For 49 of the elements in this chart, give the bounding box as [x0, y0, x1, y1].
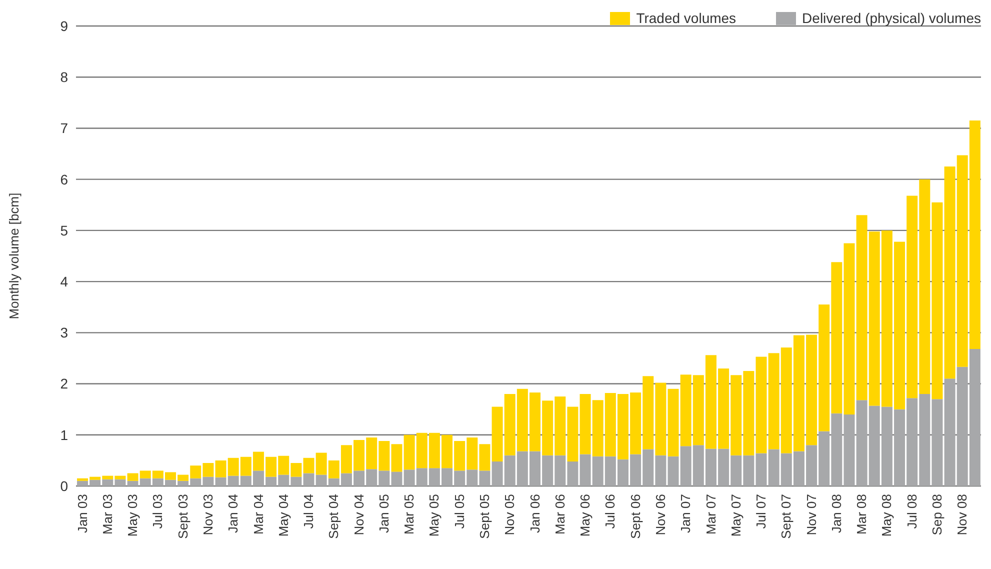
- x-tick-label: Nov 03: [200, 494, 216, 536]
- y-tick-label: 2: [60, 376, 68, 392]
- x-tick-label: Jul 03: [150, 494, 166, 529]
- x-tick-label: May 07: [728, 494, 744, 537]
- y-tick-label: 5: [60, 222, 68, 238]
- y-tick-label: 4: [60, 274, 68, 290]
- x-tick-label: Jan 07: [678, 494, 694, 534]
- x-tick-label: Nov 07: [804, 494, 819, 536]
- x-tick-label: Jan 06: [527, 494, 542, 534]
- x-tick-label: Sept 03: [175, 494, 190, 539]
- x-tick-label: Jan 08: [828, 494, 844, 534]
- x-tick-label: Sept 07: [778, 494, 794, 539]
- y-tick-label: 6: [60, 171, 68, 188]
- y-tick-label: 0: [60, 478, 68, 494]
- x-tick-label: Jul 04: [301, 494, 316, 529]
- y-axis-title: Monthly volume [bcm]: [6, 192, 22, 320]
- x-tick-label: May 06: [578, 494, 593, 537]
- x-tick-label: Nov 05: [502, 494, 518, 536]
- y-tick-label: 3: [60, 324, 68, 341]
- x-tick-label: Jan 03: [74, 494, 90, 534]
- x-tick-label: Jan 05: [376, 494, 392, 534]
- x-tick-label: Mar 05: [402, 494, 417, 534]
- x-tick-label: Jul 05: [452, 494, 467, 529]
- legend-label: Traded volumes: [635, 10, 736, 26]
- x-tick-label: May 05: [426, 494, 442, 537]
- x-tick-label: Jul 08: [904, 494, 920, 529]
- x-tick-label: Nov 04: [351, 494, 366, 536]
- y-tick-label: 1: [60, 426, 68, 443]
- x-tick-label: Jul 07: [754, 494, 769, 529]
- x-tick-label: Jul 06: [602, 494, 618, 529]
- y-tick-label: 7: [60, 120, 68, 136]
- legend-label: Delivered (physical) volumes: [801, 10, 981, 26]
- x-tick-label: Sept 06: [628, 494, 643, 539]
- x-tick-label: Nov 06: [652, 494, 668, 536]
- x-tick-label: Jan 04: [226, 494, 241, 534]
- x-tick-label: Sept 04: [326, 494, 342, 539]
- x-tick-label: Sept 05: [477, 494, 492, 539]
- x-tick-label: Sep 08: [930, 494, 945, 536]
- x-tick-label: May 03: [125, 494, 140, 537]
- x-tick-label: May 08: [879, 494, 894, 537]
- y-tick-label: 8: [60, 69, 68, 86]
- x-tick-label: Mar 06: [552, 494, 568, 534]
- y-tick-label: 9: [60, 18, 68, 34]
- x-tick-label: Mar 04: [250, 494, 266, 534]
- x-tick-label: Mar 03: [100, 494, 115, 534]
- x-tick-label: Mar 08: [854, 494, 870, 534]
- x-tick-label: Nov 08: [954, 494, 970, 536]
- x-tick-label: May 04: [276, 494, 291, 537]
- x-tick-label: Mar 07: [703, 494, 718, 534]
